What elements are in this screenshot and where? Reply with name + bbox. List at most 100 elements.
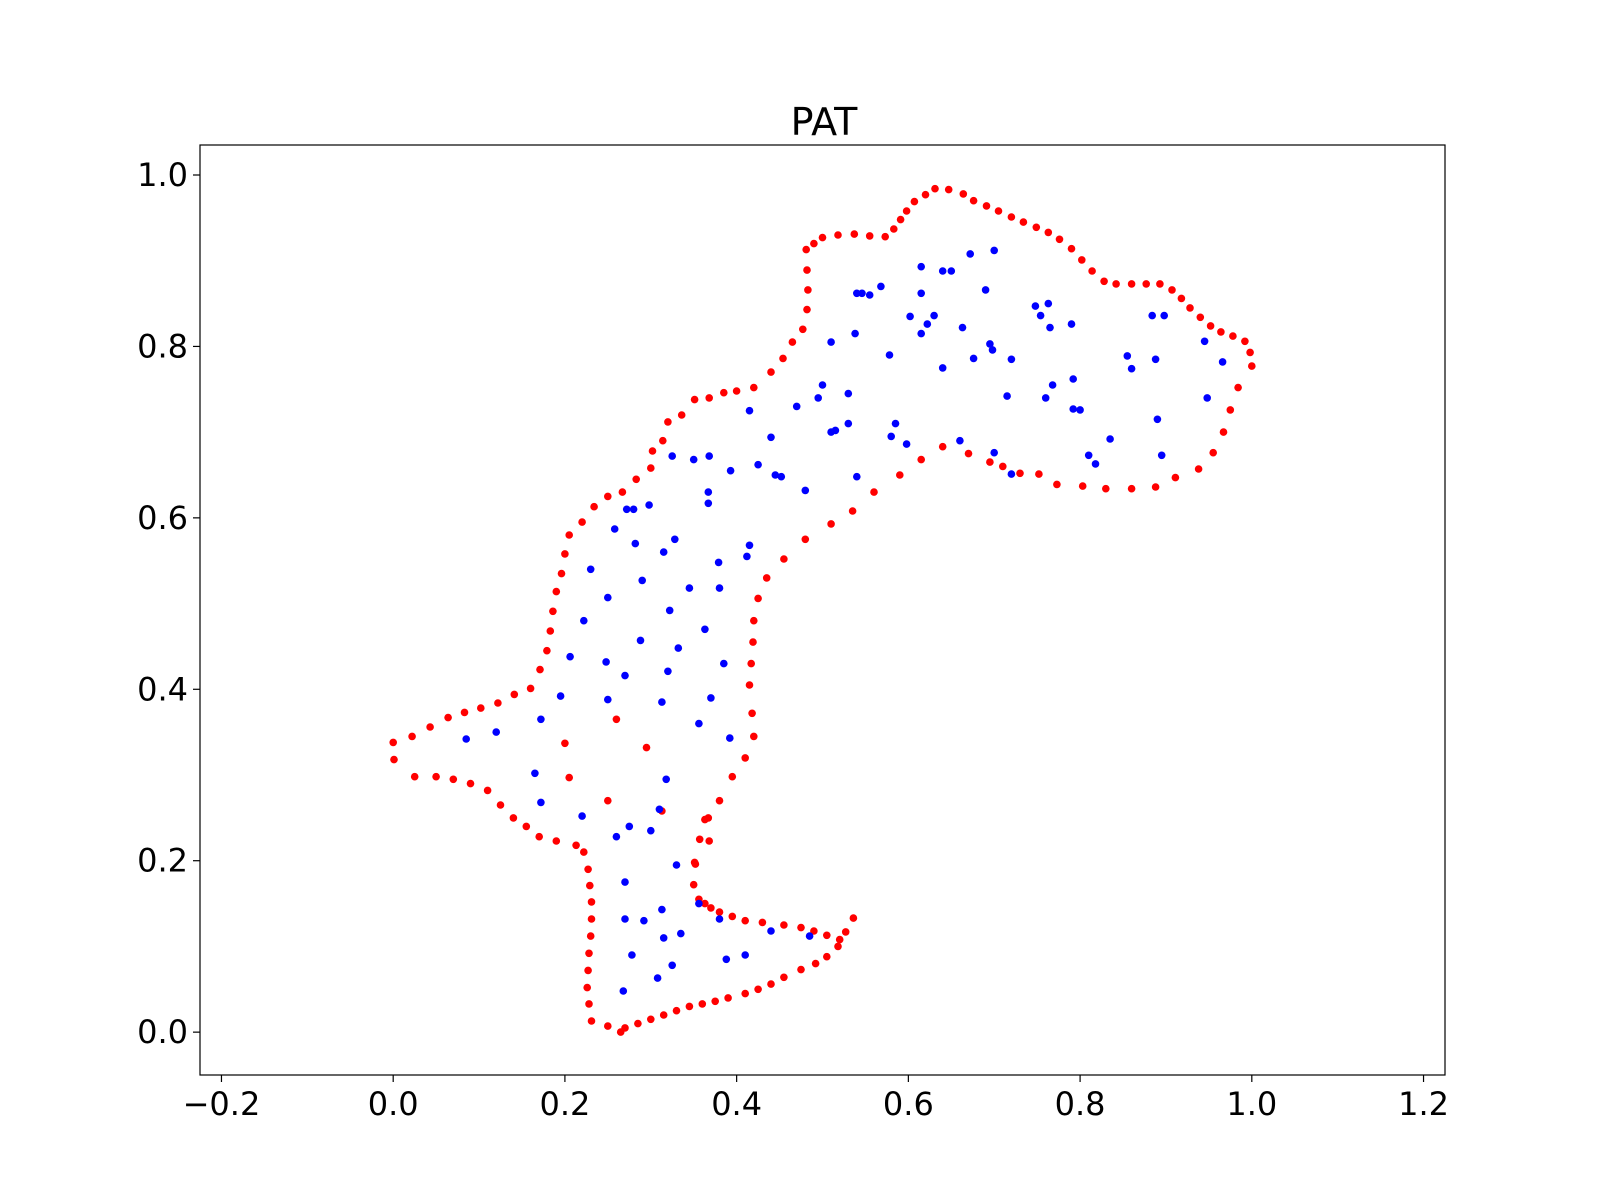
data-point xyxy=(750,732,758,741)
data-point xyxy=(612,832,621,841)
data-point xyxy=(792,402,801,411)
data-point xyxy=(662,775,670,784)
data-point xyxy=(701,815,709,824)
data-point xyxy=(704,488,713,496)
data-point xyxy=(1151,483,1160,491)
data-point xyxy=(410,772,419,781)
x-tick-label: 1.0 xyxy=(1226,1085,1277,1123)
data-point xyxy=(647,826,655,835)
y-tick-label: 1.0 xyxy=(137,156,188,194)
data-point xyxy=(1218,358,1227,366)
data-point xyxy=(604,492,612,501)
data-point xyxy=(549,607,557,616)
data-point xyxy=(477,704,485,712)
data-point xyxy=(754,594,762,603)
data-point xyxy=(1036,311,1045,320)
x-tick-label: 1.2 xyxy=(1398,1085,1449,1123)
data-point xyxy=(750,383,758,392)
data-point xyxy=(671,535,679,544)
data-point xyxy=(969,196,978,205)
data-point xyxy=(610,525,619,533)
data-point xyxy=(767,433,775,442)
data-point xyxy=(921,190,930,199)
data-point xyxy=(986,458,994,466)
data-point xyxy=(720,388,728,397)
data-point xyxy=(853,289,861,298)
data-point xyxy=(1217,328,1225,336)
data-point xyxy=(1127,364,1136,373)
data-point xyxy=(432,772,440,781)
data-point xyxy=(767,927,775,935)
data-point xyxy=(745,541,754,550)
data-point xyxy=(565,773,573,782)
data-point xyxy=(659,436,667,445)
data-point xyxy=(877,282,885,291)
y-axis: 0.0 0.2 0.4 0.6 0.8 1.0 xyxy=(137,156,200,1051)
data-point xyxy=(647,464,655,472)
axes-frame xyxy=(199,144,1446,1076)
data-point xyxy=(758,918,767,927)
data-point xyxy=(621,671,629,680)
data-point xyxy=(695,899,703,908)
data-point xyxy=(743,552,751,561)
data-point xyxy=(578,518,586,526)
data-point xyxy=(1127,484,1136,493)
data-point xyxy=(1148,311,1156,320)
data-point xyxy=(655,805,664,814)
data-point xyxy=(780,921,788,929)
data-point xyxy=(844,419,853,428)
data-point xyxy=(535,832,543,841)
data-point xyxy=(964,449,973,458)
data-point xyxy=(823,952,831,961)
data-point xyxy=(1112,280,1120,288)
data-point xyxy=(1055,235,1064,244)
data-point xyxy=(705,837,713,845)
data-point xyxy=(1241,337,1249,346)
data-point xyxy=(835,935,844,944)
data-point xyxy=(841,928,850,936)
data-point xyxy=(870,488,878,496)
data-point xyxy=(818,233,827,242)
data-point xyxy=(604,593,612,602)
data-point xyxy=(754,985,762,994)
data-point xyxy=(664,418,672,426)
data-point xyxy=(1226,406,1235,414)
data-point xyxy=(705,394,713,402)
data-point xyxy=(389,738,398,747)
data-point xyxy=(509,814,518,822)
x-tick-label: 0.6 xyxy=(883,1085,934,1123)
data-point xyxy=(728,912,737,921)
data-point xyxy=(930,311,938,320)
data-point xyxy=(631,539,640,548)
data-point xyxy=(628,951,636,959)
data-point xyxy=(902,207,911,215)
data-point xyxy=(1088,267,1096,275)
data-point xyxy=(604,695,612,704)
data-point xyxy=(565,531,573,539)
data-point xyxy=(810,239,818,248)
data-point xyxy=(947,267,956,275)
data-point xyxy=(659,934,668,942)
y-tick-label: 0.2 xyxy=(137,842,188,880)
data-point xyxy=(685,1002,694,1011)
data-point xyxy=(1053,480,1061,489)
data-point xyxy=(1157,451,1166,460)
plot-area xyxy=(389,184,1256,1036)
data-point xyxy=(1127,280,1136,288)
data-point xyxy=(444,713,452,722)
data-point xyxy=(732,387,741,395)
data-point xyxy=(1091,460,1100,468)
data-point xyxy=(814,394,822,402)
data-point xyxy=(969,354,978,363)
data-point xyxy=(572,841,580,850)
data-point xyxy=(801,535,810,544)
data-point xyxy=(531,769,539,778)
data-point xyxy=(677,411,686,419)
data-point xyxy=(1035,470,1043,478)
x-tick-label: 0.2 xyxy=(539,1085,590,1123)
data-point xyxy=(492,728,501,736)
data-point xyxy=(584,865,592,874)
data-point xyxy=(1248,362,1256,370)
data-point xyxy=(801,486,810,495)
data-point xyxy=(724,994,732,1002)
